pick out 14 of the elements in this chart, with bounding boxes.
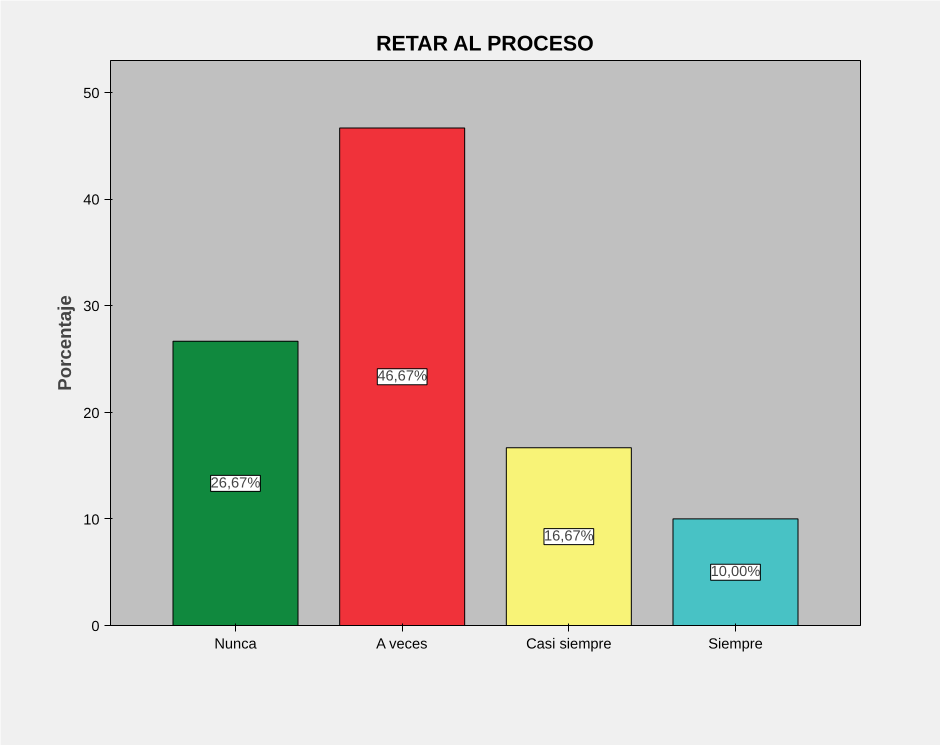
- x-tick-label: Nunca: [214, 636, 258, 652]
- y-tick-label: 50: [83, 86, 100, 102]
- y-tick-label: 20: [83, 406, 100, 422]
- y-tick-label: 0: [91, 619, 100, 635]
- y-tick-label: 30: [83, 299, 100, 316]
- x-tick-label: A veces: [376, 636, 428, 652]
- y-tick-label: 40: [83, 192, 100, 209]
- chart-title: RETAR AL PROCESO: [376, 32, 594, 56]
- y-axis-title: Porcentaje: [54, 295, 76, 391]
- data-label: 26,67%: [210, 475, 260, 492]
- x-tick-label: Siempre: [708, 636, 763, 652]
- x-tick-label: Casi siempre: [526, 636, 612, 652]
- y-tick-label: 10: [83, 512, 100, 528]
- data-label: 10,00%: [710, 564, 760, 580]
